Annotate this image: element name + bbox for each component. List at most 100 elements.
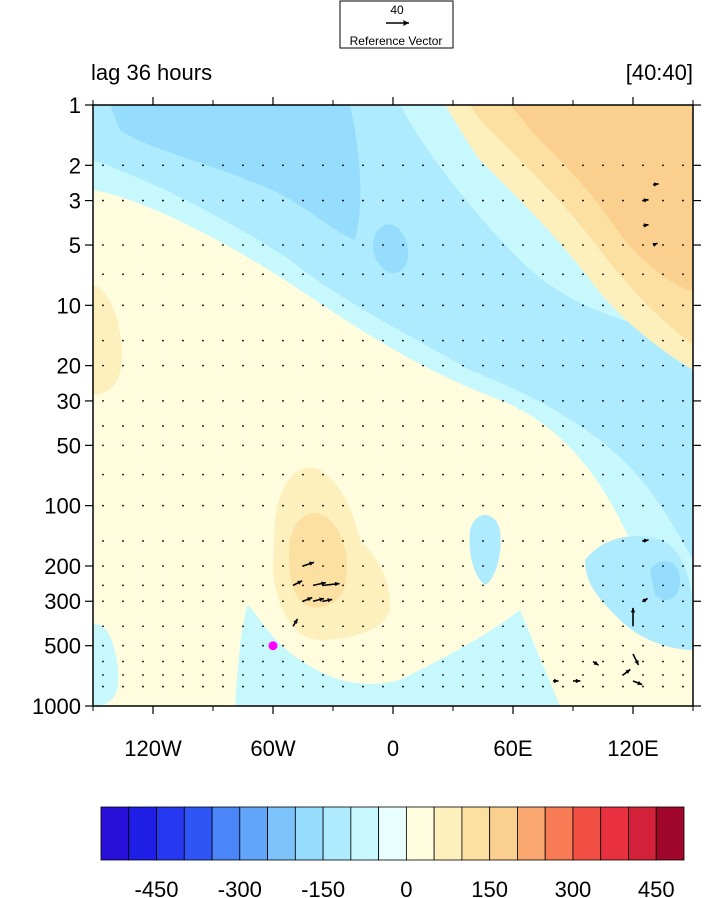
vector-dot: [542, 473, 544, 476]
vector-dot: [502, 600, 504, 603]
field-region-neg4: [469, 515, 501, 585]
vector-dot: [622, 244, 624, 246]
colorbar-swatch: [211, 806, 241, 861]
vector-dot: [602, 473, 604, 476]
vector-dot: [502, 584, 504, 587]
vector-dot: [182, 425, 184, 427]
vector-dot: [662, 660, 664, 663]
colorbar: -450 -300 -150 0 150 300 450: [100, 806, 685, 898]
colorbar-swatch: [378, 806, 407, 861]
vector-dot: [302, 584, 304, 587]
vector-dot: [522, 339, 524, 342]
vector-dot: [402, 644, 404, 647]
vector-dot: [282, 364, 284, 367]
vector-dot: [422, 304, 424, 307]
vector-dot: [662, 565, 664, 567]
vector-dot: [362, 584, 364, 587]
vector-dot: [282, 625, 284, 628]
y-tick-label: 200: [44, 554, 81, 579]
vector-dot: [662, 584, 664, 587]
vector-dot: [282, 644, 284, 647]
vector-dot: [122, 199, 124, 202]
vector-dot: [382, 444, 384, 447]
vector-dot: [522, 504, 524, 507]
colorbar-swatch: [100, 806, 130, 861]
vector-dot: [622, 685, 624, 688]
wind-vector-head: [593, 660, 599, 666]
vector-dot: [162, 644, 164, 647]
left-title: lag 36 hours: [91, 60, 212, 85]
vector-dot: [362, 504, 364, 507]
vector-dot: [322, 244, 324, 246]
vector-dot: [462, 625, 464, 628]
vector-dot: [402, 584, 404, 587]
vector-dot: [462, 444, 464, 447]
vector-dot: [182, 504, 184, 507]
vector-dot: [622, 339, 624, 342]
vector-dot: [262, 444, 264, 447]
vector-dot: [382, 244, 384, 246]
vector-dot: [202, 674, 204, 676]
vector-dot: [542, 540, 544, 542]
vector-dot: [482, 565, 484, 567]
colorbar-tick-label: -300: [218, 877, 262, 898]
vector-dot: [202, 199, 204, 202]
vector-dot: [362, 674, 364, 676]
vector-dot: [462, 644, 464, 647]
vector-dot: [102, 164, 104, 167]
reference-vector-magnitude: 40: [390, 3, 404, 17]
vector-dot: [602, 444, 604, 447]
vector-dot: [202, 364, 204, 367]
vector-dot: [362, 540, 364, 542]
colorbar-swatch: [267, 806, 296, 861]
vector-dot: [282, 273, 284, 276]
vector-dot: [542, 199, 544, 202]
vector-dot: [342, 674, 344, 676]
vector-dot: [322, 565, 324, 567]
vector-dot: [322, 674, 324, 676]
vector-dot: [342, 644, 344, 647]
vector-dot: [162, 364, 164, 367]
vector-dot: [362, 164, 364, 167]
wind-vector-head: [625, 669, 631, 674]
vector-dot: [142, 400, 144, 402]
vector-dot: [482, 625, 484, 628]
vector-dot: [182, 244, 184, 246]
vector-dot: [442, 540, 444, 542]
vector-dot: [482, 400, 484, 402]
vector-dot: [442, 304, 444, 307]
vector-dot: [162, 504, 164, 507]
vector-dot: [182, 339, 184, 342]
field-region-pos4: [510, 105, 693, 292]
vector-dot: [282, 339, 284, 342]
vector-dot: [682, 540, 684, 542]
vector-dot: [522, 364, 524, 367]
vector-dot: [402, 400, 404, 402]
vector-dot: [542, 600, 544, 603]
vector-dot: [202, 540, 204, 542]
vector-dot: [522, 244, 524, 246]
vector-dot: [522, 660, 524, 663]
vector-dot: [622, 504, 624, 507]
vector-dot: [682, 674, 684, 676]
field-region-neg1: [93, 105, 693, 640]
vector-dot: [662, 425, 664, 427]
vector-dot: [222, 364, 224, 367]
vector-dot: [202, 400, 204, 402]
vector-dot: [642, 685, 644, 688]
vector-dot: [582, 600, 584, 603]
vector-dot: [102, 565, 104, 567]
vector-dot: [582, 339, 584, 342]
vector-dot: [562, 584, 564, 587]
vector-dot: [282, 444, 284, 447]
vector-dot: [682, 425, 684, 427]
vector-dot: [602, 600, 604, 603]
vector-dot: [562, 644, 564, 647]
y-tick-label: 300: [44, 589, 81, 614]
vector-dot: [502, 273, 504, 276]
vector-dot: [562, 565, 564, 567]
colorbar-swatch: [655, 806, 685, 861]
vector-dot: [662, 364, 664, 367]
vector-dot: [182, 304, 184, 307]
vector-dot: [642, 304, 644, 307]
